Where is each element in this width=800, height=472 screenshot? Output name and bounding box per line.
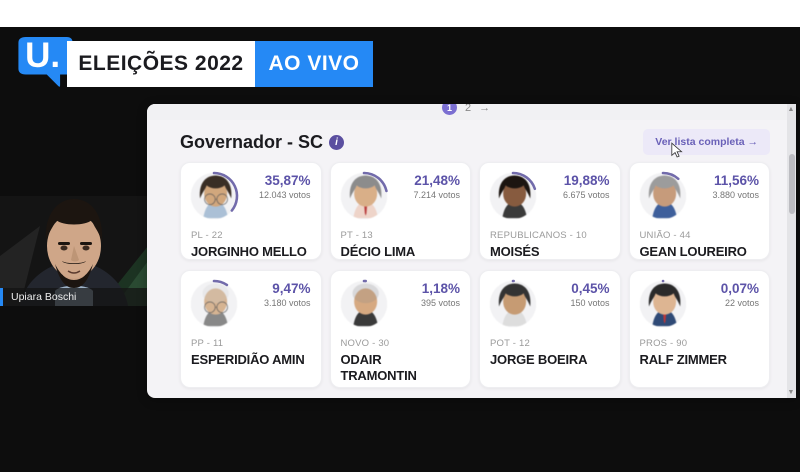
svg-text:U.: U. [25,36,60,75]
